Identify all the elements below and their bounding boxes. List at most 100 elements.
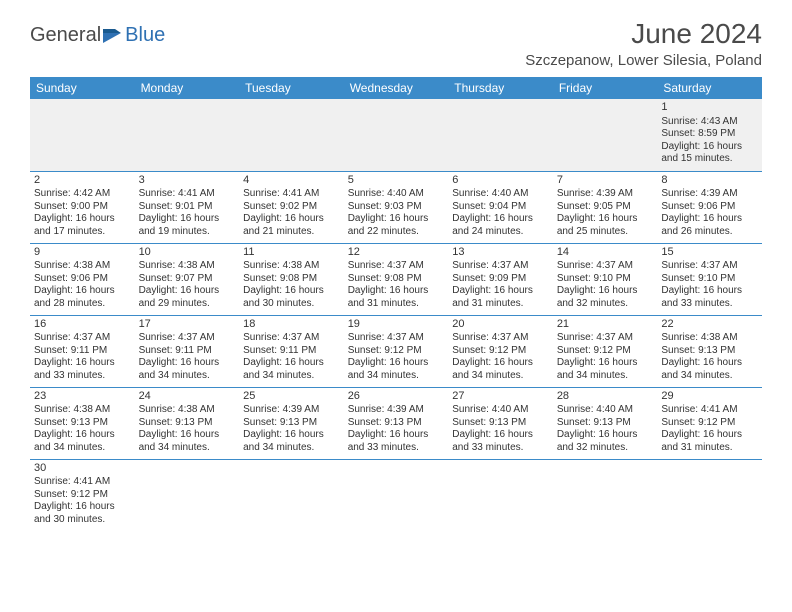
calendar-week-row: 9Sunrise: 4:38 AMSunset: 9:06 PMDaylight… [30,243,762,315]
calendar-day-cell [239,99,344,171]
day-info-line: Daylight: 16 hours [661,213,758,226]
calendar-week-row: 16Sunrise: 4:37 AMSunset: 9:11 PMDayligh… [30,315,762,387]
day-info-line: and 33 minutes. [34,370,131,383]
location-text: Szczepanow, Lower Silesia, Poland [525,52,762,69]
day-info-line: Sunset: 9:08 PM [243,273,340,286]
day-info-line: Sunset: 9:12 PM [452,345,549,358]
day-info-line: Daylight: 16 hours [452,357,549,370]
day-info-line: Sunrise: 4:40 AM [348,188,445,201]
day-number: 12 [348,246,445,260]
day-info-line: and 30 minutes. [34,514,131,527]
day-number: 14 [557,246,654,260]
calendar-day-cell: 14Sunrise: 4:37 AMSunset: 9:10 PMDayligh… [553,243,658,315]
day-number: 10 [139,246,236,260]
day-info-line: and 34 minutes. [452,370,549,383]
day-info-line: Sunset: 9:03 PM [348,201,445,214]
calendar-week-row: 1Sunrise: 4:43 AMSunset: 8:59 PMDaylight… [30,99,762,171]
day-info-line: Sunrise: 4:39 AM [557,188,654,201]
calendar-day-cell [239,459,344,531]
day-info-line: Daylight: 16 hours [139,285,236,298]
day-number: 9 [34,246,131,260]
day-info-line: Sunrise: 4:40 AM [557,404,654,417]
day-info-line: Sunset: 9:11 PM [34,345,131,358]
weekday-header-row: Sunday Monday Tuesday Wednesday Thursday… [30,77,762,99]
logo-flag-icon [103,29,125,43]
day-info-line: Sunrise: 4:39 AM [243,404,340,417]
day-info-line: and 25 minutes. [557,226,654,239]
calendar-day-cell: 2Sunrise: 4:42 AMSunset: 9:00 PMDaylight… [30,171,135,243]
day-info-line: Sunset: 9:11 PM [139,345,236,358]
day-info-line: Daylight: 16 hours [34,429,131,442]
calendar-day-cell: 13Sunrise: 4:37 AMSunset: 9:09 PMDayligh… [448,243,553,315]
day-number: 5 [348,174,445,188]
day-info-line: Daylight: 16 hours [557,357,654,370]
day-number: 23 [34,390,131,404]
day-info-line: and 24 minutes. [452,226,549,239]
day-info-line: Sunset: 9:12 PM [34,489,131,502]
day-info-line: Daylight: 16 hours [243,357,340,370]
day-number: 8 [661,174,758,188]
day-number: 7 [557,174,654,188]
day-info-line: Sunset: 9:13 PM [34,417,131,430]
day-number: 25 [243,390,340,404]
calendar-day-cell: 18Sunrise: 4:37 AMSunset: 9:11 PMDayligh… [239,315,344,387]
calendar-day-cell: 21Sunrise: 4:37 AMSunset: 9:12 PMDayligh… [553,315,658,387]
title-block: June 2024 Szczepanow, Lower Silesia, Pol… [525,18,762,69]
calendar-day-cell: 30Sunrise: 4:41 AMSunset: 9:12 PMDayligh… [30,459,135,531]
calendar-day-cell [135,459,240,531]
calendar-day-cell: 22Sunrise: 4:38 AMSunset: 9:13 PMDayligh… [657,315,762,387]
day-info-line: Sunset: 9:08 PM [348,273,445,286]
day-info-line: Daylight: 16 hours [34,213,131,226]
day-info-line: Sunset: 9:13 PM [557,417,654,430]
day-info-line: Daylight: 16 hours [139,429,236,442]
day-info-line: and 31 minutes. [661,442,758,455]
calendar-day-cell: 19Sunrise: 4:37 AMSunset: 9:12 PMDayligh… [344,315,449,387]
day-info-line: and 31 minutes. [348,298,445,311]
day-info-line: and 34 minutes. [34,442,131,455]
day-info-line: Sunrise: 4:39 AM [661,188,758,201]
day-info-line: Sunset: 9:05 PM [557,201,654,214]
day-info-line: Sunset: 9:12 PM [348,345,445,358]
day-info-line: Daylight: 16 hours [243,285,340,298]
day-info-line: Daylight: 16 hours [348,213,445,226]
calendar-day-cell [344,459,449,531]
day-info-line: and 29 minutes. [139,298,236,311]
day-info-line: Daylight: 16 hours [661,429,758,442]
day-number: 26 [348,390,445,404]
day-info-line: and 34 minutes. [243,442,340,455]
day-number: 22 [661,318,758,332]
day-info-line: Sunrise: 4:38 AM [139,404,236,417]
day-number: 2 [34,174,131,188]
day-info-line: Sunrise: 4:38 AM [34,260,131,273]
day-info-line: Sunrise: 4:37 AM [661,260,758,273]
day-info-line: Daylight: 16 hours [661,357,758,370]
day-info-line: and 32 minutes. [557,298,654,311]
calendar-day-cell: 5Sunrise: 4:40 AMSunset: 9:03 PMDaylight… [344,171,449,243]
day-info-line: Sunrise: 4:38 AM [661,332,758,345]
day-info-line: Sunrise: 4:38 AM [34,404,131,417]
day-info-line: Sunset: 9:00 PM [34,201,131,214]
calendar-day-cell [448,99,553,171]
day-info-line: Daylight: 16 hours [661,141,758,154]
day-number: 17 [139,318,236,332]
day-number: 20 [452,318,549,332]
calendar-day-cell: 23Sunrise: 4:38 AMSunset: 9:13 PMDayligh… [30,387,135,459]
day-info-line: Sunrise: 4:37 AM [34,332,131,345]
day-info-line: Sunrise: 4:38 AM [139,260,236,273]
calendar-day-cell: 16Sunrise: 4:37 AMSunset: 9:11 PMDayligh… [30,315,135,387]
day-info-line: and 34 minutes. [557,370,654,383]
weekday-header: Sunday [30,77,135,99]
calendar-day-cell: 26Sunrise: 4:39 AMSunset: 9:13 PMDayligh… [344,387,449,459]
day-number: 30 [34,462,131,476]
day-info-line: Sunset: 9:12 PM [557,345,654,358]
day-number: 1 [661,101,758,115]
day-info-line: Sunrise: 4:40 AM [452,404,549,417]
calendar-day-cell: 25Sunrise: 4:39 AMSunset: 9:13 PMDayligh… [239,387,344,459]
calendar-week-row: 23Sunrise: 4:38 AMSunset: 9:13 PMDayligh… [30,387,762,459]
day-info-line: Sunset: 9:02 PM [243,201,340,214]
day-info-line: and 19 minutes. [139,226,236,239]
logo: General Blue [30,24,165,47]
day-info-line: and 32 minutes. [557,442,654,455]
calendar-day-cell: 29Sunrise: 4:41 AMSunset: 9:12 PMDayligh… [657,387,762,459]
day-number: 13 [452,246,549,260]
